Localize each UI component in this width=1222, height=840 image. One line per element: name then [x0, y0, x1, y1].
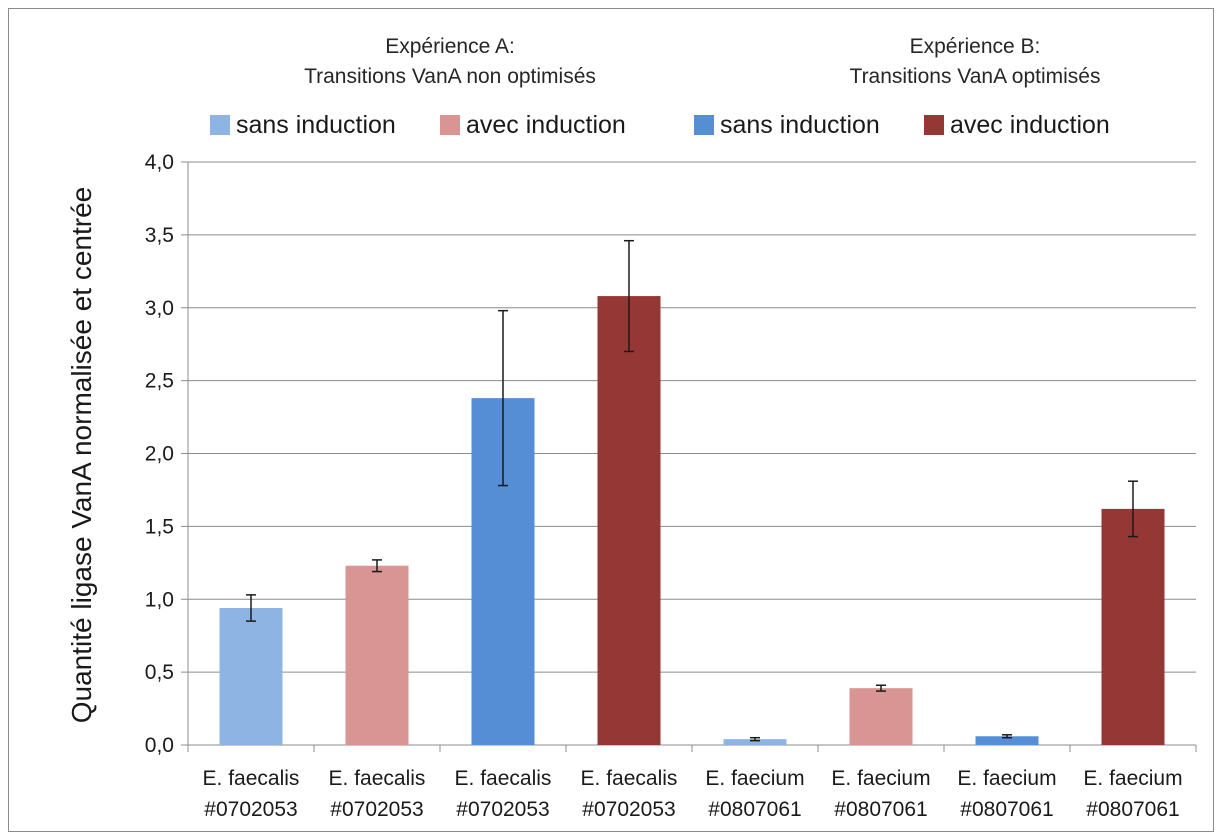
- x-category-label-line2: #0702053: [456, 798, 549, 821]
- x-category-label-line2: #0702053: [204, 798, 297, 821]
- legend-item-a-avec: avec induction: [440, 110, 626, 140]
- x-category-label-line1: E. faecium: [1083, 767, 1182, 790]
- x-category-label-line2: #0702053: [582, 798, 675, 821]
- legend-swatch-a-sans: [210, 115, 230, 135]
- experiment-b-title-line2: Transitions VanA optimisés: [849, 65, 1101, 88]
- x-category-label-line1: E. faecalis: [329, 767, 426, 790]
- legend-swatch-b-avec: [924, 115, 944, 135]
- experiment-b-title: Expérience B: Transitions VanA optimisés: [765, 32, 1185, 92]
- bar: [345, 565, 409, 745]
- x-category-label-line1: E. faecium: [831, 767, 930, 790]
- x-category-label-line1: E. faecium: [957, 767, 1056, 790]
- legend-item-b-avec: avec induction: [924, 110, 1110, 140]
- y-tick-label: 0,5: [145, 661, 174, 684]
- x-category-label-line1: E. faecalis: [455, 767, 552, 790]
- experiment-a-title-line2: Transitions VanA non optimisés: [304, 65, 596, 88]
- bar: [975, 736, 1039, 745]
- x-category-label-line1: E. faecalis: [581, 767, 678, 790]
- y-tick-label: 2,0: [145, 443, 174, 466]
- legend-label-a-sans: sans induction: [236, 110, 396, 139]
- legend-swatch-a-avec: [440, 115, 460, 135]
- x-category-label-line2: #0807061: [960, 798, 1053, 821]
- experiment-a-title: Expérience A: Transitions VanA non optim…: [240, 32, 660, 92]
- y-tick-label: 3,5: [145, 224, 174, 247]
- y-tick-label: 3,0: [145, 297, 174, 320]
- bar: [219, 607, 283, 745]
- x-category-label-line1: E. faecium: [705, 767, 804, 790]
- legend-swatch-b-sans: [694, 115, 714, 135]
- legend-item-a-sans: sans induction: [210, 110, 396, 140]
- bar: [597, 296, 661, 745]
- y-tick-label: 4,0: [145, 151, 174, 174]
- bar: [849, 688, 913, 745]
- y-tick-label: 2,5: [145, 370, 174, 393]
- x-category-label-line2: #0807061: [834, 798, 927, 821]
- legend-label-b-sans: sans induction: [720, 110, 880, 139]
- legend-label-a-avec: avec induction: [466, 110, 626, 139]
- legend-label-b-avec: avec induction: [950, 110, 1110, 139]
- x-category-label-line1: E. faecalis: [203, 767, 300, 790]
- y-tick-label: 1,0: [145, 588, 174, 611]
- y-tick-label: 0,0: [145, 734, 174, 757]
- x-category-label-line2: #0807061: [708, 798, 801, 821]
- legend-item-b-sans: sans induction: [694, 110, 880, 140]
- x-category-label-line2: #0702053: [330, 798, 423, 821]
- experiment-b-title-line1: Expérience B:: [909, 35, 1041, 58]
- y-tick-label: 1,5: [145, 515, 174, 538]
- experiment-a-title-line1: Expérience A:: [385, 35, 515, 58]
- x-category-label-line2: #0807061: [1086, 798, 1179, 821]
- bar: [1101, 508, 1165, 745]
- bar: [723, 739, 787, 745]
